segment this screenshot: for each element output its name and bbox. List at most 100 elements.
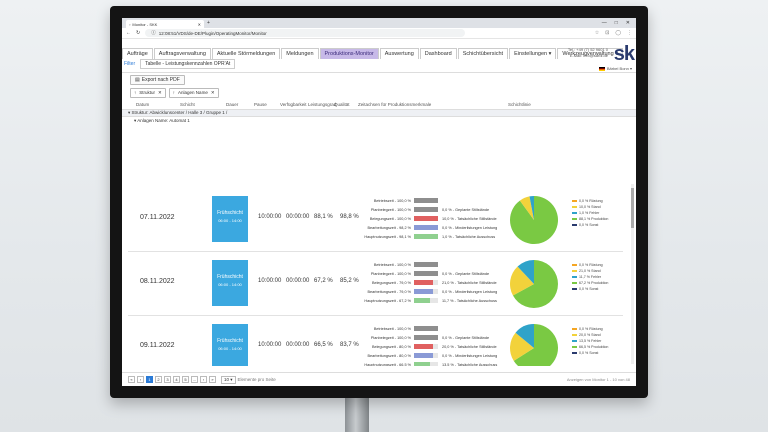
bar-fill xyxy=(414,280,433,285)
user-menu[interactable]: Bärbel Bonn ▾ xyxy=(598,66,632,71)
address-bar[interactable]: ⓘ 12:08:51/VDS/de-DE/Plugin/OperatingMon… xyxy=(145,29,466,37)
menu-item[interactable]: Werkzeugverwaltung ▾ xyxy=(557,48,623,59)
pie-legend: 0,0 % Rüstung 20,0 % Stand 13,5 % Fehler 66… xyxy=(572,326,608,356)
menu-item[interactable]: Einstellungen ▾ xyxy=(509,48,557,59)
tab-table[interactable]: Tabelle - Leistungskennzahlen OPR'At xyxy=(140,59,236,69)
legend-swatch xyxy=(572,352,577,354)
new-tab-button[interactable]: + xyxy=(207,20,210,26)
menu-item[interactable]: Aktuelle Störmeldungen xyxy=(211,48,281,59)
company-logo: sk xyxy=(613,43,635,65)
shift-pie-chart xyxy=(510,196,558,244)
col-schicht[interactable]: Schicht xyxy=(180,101,195,107)
page-button[interactable]: ... xyxy=(191,376,198,383)
close-icon[interactable]: ✕ xyxy=(197,21,201,27)
browser-tab[interactable]: ▫ Monitor - SKK ✕ xyxy=(126,20,204,28)
profile-icon[interactable]: ◯ xyxy=(615,30,621,36)
time-bar: Belegungszeit - 80,0 % 20,0 % - Tatsächli… xyxy=(364,342,524,351)
legend-item: 0,0 % Rüstung xyxy=(572,262,608,268)
menu-item[interactable]: Auftragsverwaltung xyxy=(153,48,211,59)
per-page-select[interactable]: 10 ▾ xyxy=(221,375,236,384)
table-row[interactable]: 09.11.2022 Frühschicht 06:00 - 14:00 10:00:… xyxy=(128,316,623,366)
legend-swatch xyxy=(572,340,577,342)
scrollbar-thumb[interactable] xyxy=(631,188,634,228)
legend-item: 21,0 % Stand xyxy=(572,268,608,274)
table-body: 07.11.2022 Frühschicht 06:00 - 14:00 10:00:… xyxy=(128,188,623,366)
bar-label: Betriebszeit - 100,0 % xyxy=(373,262,411,267)
time-bar: Hauptnutzungszeit - 67,2 % 11,7 % - Tatsä… xyxy=(364,296,524,305)
page-list: 1 2 3 4 5... xyxy=(146,376,198,383)
reload-icon[interactable]: ↻ xyxy=(136,30,141,36)
prev-page-button[interactable]: ‹ xyxy=(137,376,144,383)
bar-track xyxy=(414,298,438,303)
group-row-anlage[interactable]: ▾ Anlagen Name: Automat 1 xyxy=(134,117,190,123)
star-icon[interactable]: ☆ xyxy=(594,30,600,36)
legend-label: 21,0 % Stand xyxy=(579,269,601,273)
minimize-button[interactable]: — xyxy=(601,20,607,26)
table-row[interactable]: 08.11.2022 Frühschicht 06:00 - 14:00 10:00:… xyxy=(128,252,623,316)
last-page-button[interactable]: » xyxy=(209,376,216,383)
bar-track xyxy=(414,362,438,366)
group-row-struktur[interactable]: ▾ Struktur: Abwicklunscenter / Halle 3 /… xyxy=(122,110,636,117)
close-icon[interactable]: ✕ xyxy=(158,90,162,95)
bar-fill xyxy=(414,289,433,294)
menu-item[interactable]: Produktions-Monitor xyxy=(319,48,379,59)
menu-item[interactable]: Dashboard xyxy=(419,48,457,59)
chip-struktur[interactable]: ↑ Struktur ✕ xyxy=(130,88,166,98)
time-bar: Planbelegzeit - 100,0 % 0,0 % - Geplante … xyxy=(364,333,524,342)
col-verfuegbarkeit[interactable]: Verfügbarkeit xyxy=(280,101,307,107)
export-pdf-button[interactable]: ▤ Export nach PDF xyxy=(130,75,185,85)
page-button[interactable]: 2 xyxy=(155,376,162,383)
col-qualitaet[interactable]: Qualität xyxy=(334,101,350,107)
extensions-icon[interactable]: ⊡ xyxy=(605,30,610,36)
legend-swatch xyxy=(572,328,577,330)
bar-label: Planbelegzeit - 100,0 % xyxy=(370,271,411,276)
page-button[interactable]: 3 xyxy=(164,376,171,383)
shift-badge[interactable]: Frühschicht 06:00 - 14:00 xyxy=(212,260,248,306)
table-row[interactable]: 07.11.2022 Frühschicht 06:00 - 14:00 10:00:… xyxy=(128,188,623,252)
col-leistungsgrad[interactable]: Leistungsgrad xyxy=(308,101,337,107)
menu-item[interactable]: Schichtübersicht xyxy=(457,48,509,59)
bar-track xyxy=(414,280,438,285)
time-bar: Hauptnutzungszeit - 66,5 % 13,5 % - Tatsä… xyxy=(364,360,524,366)
legend-item: 0,0 % Rüstung xyxy=(572,198,608,204)
col-schichtlinie[interactable]: Schichtlinie xyxy=(508,101,531,107)
bar-label: Betriebszeit - 100,0 % xyxy=(373,326,411,331)
time-bars: Betriebszeit - 100,0 % Planbelegzeit - 10… xyxy=(364,196,524,241)
first-page-button[interactable]: « xyxy=(128,376,135,383)
row-pause: 00:00:00 xyxy=(286,342,310,348)
close-icon[interactable]: ✕ xyxy=(210,90,215,95)
bar-label: Bearbeitungszeit - 80,0 % xyxy=(367,353,411,358)
maximize-button[interactable]: □ xyxy=(614,20,618,26)
bar-label: Belegungszeit - 79,0 % xyxy=(371,280,411,285)
page-button[interactable]: 1 xyxy=(146,376,153,383)
legend-label: 0,0 % Sonst xyxy=(579,223,599,227)
bar-track xyxy=(414,335,438,340)
menu-item[interactable]: Aufträge xyxy=(122,48,153,59)
page-button[interactable]: 4 xyxy=(173,376,180,383)
chip-anlagen-name[interactable]: ↑ Anlagen Name ✕ xyxy=(168,88,219,98)
app-header: Aufträge Auftragsverwaltung Aktuelle Störm… xyxy=(122,39,636,73)
back-icon[interactable]: ← xyxy=(126,30,131,36)
menu-item[interactable]: Meldungen xyxy=(281,48,319,59)
legend-label: 1,0 % Fehler xyxy=(579,211,600,215)
bar-fill xyxy=(414,216,438,221)
row-verfuegbarkeit: 67,2 % xyxy=(314,278,333,284)
col-datum[interactable]: Datum xyxy=(136,101,150,107)
sort-icon: ↑ xyxy=(134,90,137,95)
shift-badge[interactable]: Frühschicht 06:00 - 14:00 xyxy=(212,324,248,366)
next-page-button[interactable]: › xyxy=(200,376,207,383)
browser-actions: ☆ ⊡ ◯ ⋮ xyxy=(595,30,632,36)
shift-name: Frühschicht xyxy=(217,338,243,344)
col-dauer[interactable]: Dauer xyxy=(226,101,239,107)
close-window-button[interactable]: ✕ xyxy=(625,20,630,26)
col-pause[interactable]: Pause xyxy=(254,101,267,107)
vertical-scrollbar[interactable] xyxy=(631,184,634,364)
menu-item[interactable]: Auswertung xyxy=(379,48,419,59)
shift-badge[interactable]: Frühschicht 06:00 - 14:00 xyxy=(212,196,248,242)
filter-link[interactable]: Filter xyxy=(124,61,136,67)
page-button[interactable]: 5 xyxy=(182,376,189,383)
menu-dots-icon[interactable]: ⋮ xyxy=(627,30,632,36)
col-zeitachsen[interactable]: Zeitachsen für Produktionsmerkmale xyxy=(358,101,432,107)
time-bar: Bearbeitungszeit - 79,0 % 0,0 % - Minderl… xyxy=(364,287,524,296)
row-date: 08.11.2022 xyxy=(140,278,175,285)
